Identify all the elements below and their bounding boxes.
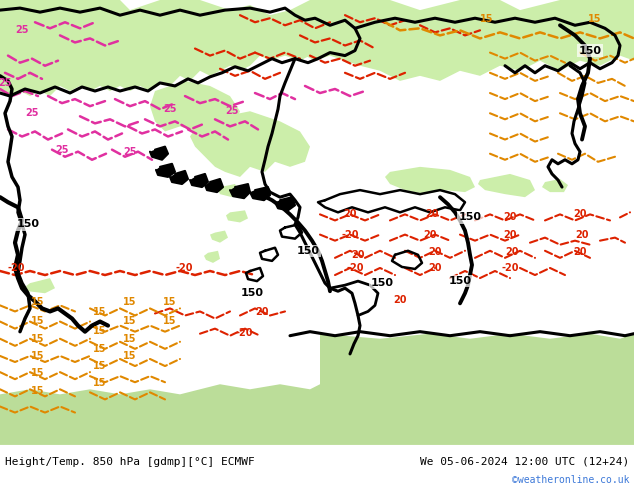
Text: 15: 15 (93, 378, 107, 388)
Text: -20: -20 (175, 263, 193, 273)
Text: 20: 20 (575, 230, 589, 240)
Polygon shape (190, 174, 208, 187)
Text: Height/Temp. 850 hPa [gdmp][°C] ECMWF: Height/Temp. 850 hPa [gdmp][°C] ECMWF (5, 457, 255, 467)
Text: 150: 150 (240, 288, 264, 298)
Polygon shape (170, 171, 188, 184)
Polygon shape (385, 167, 475, 194)
Text: 25: 25 (225, 106, 239, 116)
Text: 15: 15 (123, 316, 137, 325)
Text: 25: 25 (0, 78, 12, 88)
Text: 15: 15 (93, 326, 107, 336)
Polygon shape (478, 174, 535, 197)
Text: 20: 20 (393, 295, 407, 305)
Text: 25: 25 (123, 147, 137, 157)
Polygon shape (218, 184, 240, 197)
Text: 25: 25 (55, 145, 68, 155)
Text: 20: 20 (573, 209, 586, 220)
Text: 150: 150 (458, 212, 481, 222)
Text: 15: 15 (93, 308, 107, 318)
Text: 20: 20 (425, 209, 439, 220)
Polygon shape (150, 81, 240, 131)
Polygon shape (275, 197, 295, 210)
Polygon shape (204, 251, 220, 263)
Polygon shape (205, 179, 223, 192)
Text: 15: 15 (93, 361, 107, 371)
Text: 25: 25 (163, 104, 177, 114)
Text: -20: -20 (341, 230, 359, 240)
Polygon shape (156, 164, 175, 177)
Text: 20: 20 (428, 247, 442, 257)
Text: 15: 15 (163, 316, 177, 325)
Polygon shape (230, 184, 250, 198)
Text: 20: 20 (255, 308, 269, 318)
Text: 15: 15 (93, 344, 107, 354)
Text: 150: 150 (448, 276, 472, 286)
Text: 15: 15 (31, 297, 45, 307)
Text: -20: -20 (501, 263, 519, 273)
Text: 150: 150 (16, 220, 39, 229)
Text: -20: -20 (8, 263, 25, 273)
Polygon shape (226, 210, 248, 222)
Text: 15: 15 (588, 14, 602, 24)
Text: 15: 15 (123, 297, 137, 307)
Text: 20: 20 (343, 209, 357, 220)
Text: 25: 25 (25, 108, 39, 118)
Text: 20: 20 (503, 213, 517, 222)
Polygon shape (300, 0, 634, 81)
Text: 15: 15 (31, 351, 45, 361)
Polygon shape (26, 278, 55, 293)
Text: 25: 25 (15, 25, 29, 35)
Polygon shape (150, 147, 168, 160)
Text: 15: 15 (123, 334, 137, 344)
Polygon shape (542, 179, 568, 192)
Text: 150: 150 (297, 246, 320, 256)
Polygon shape (190, 111, 310, 177)
Text: 15: 15 (31, 368, 45, 378)
Polygon shape (250, 187, 270, 200)
Text: -20: -20 (346, 263, 364, 273)
Text: 20: 20 (505, 247, 519, 257)
Text: 15: 15 (31, 316, 45, 325)
Text: 20: 20 (573, 247, 586, 257)
Polygon shape (210, 231, 228, 243)
Text: 20: 20 (503, 230, 517, 240)
Text: 150: 150 (370, 278, 394, 288)
Text: 15: 15 (123, 351, 137, 361)
Text: We 05-06-2024 12:00 UTC (12+24): We 05-06-2024 12:00 UTC (12+24) (420, 457, 629, 467)
Text: 20: 20 (424, 230, 437, 240)
Text: 15: 15 (480, 14, 493, 24)
Text: 20: 20 (428, 263, 442, 273)
Text: 20: 20 (351, 250, 365, 260)
Text: -20: -20 (235, 328, 252, 338)
Text: 15: 15 (163, 297, 177, 307)
Text: ©weatheronline.co.uk: ©weatheronline.co.uk (512, 475, 629, 485)
Polygon shape (0, 334, 634, 445)
Text: 150: 150 (578, 46, 602, 55)
Text: 15: 15 (31, 386, 45, 396)
Polygon shape (0, 0, 370, 96)
Text: 15: 15 (31, 334, 45, 344)
